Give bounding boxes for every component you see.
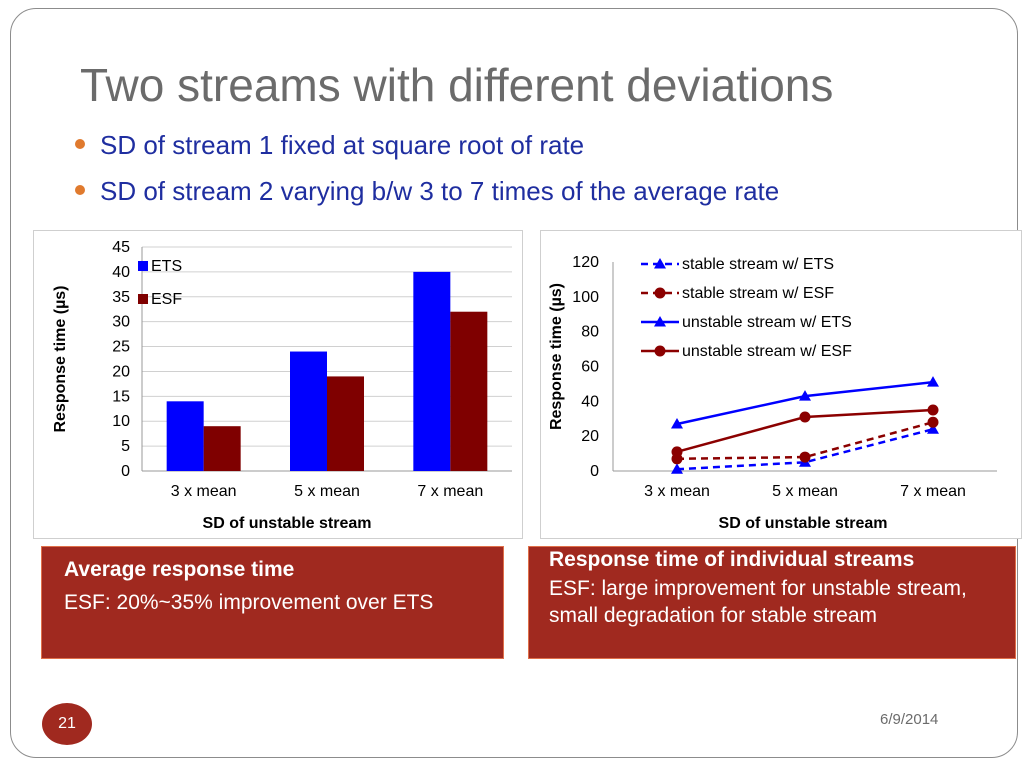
bullet-list: SD of stream 1 fixed at square root of r… xyxy=(75,125,779,217)
legend-swatch xyxy=(138,294,148,304)
individual-streams-panel: Response time of individual streams ESF:… xyxy=(528,546,1016,659)
slide-date: 6/9/2014 xyxy=(880,711,939,728)
x-tick-label: 7 x mean xyxy=(900,483,966,500)
data-point xyxy=(927,416,939,428)
series-line xyxy=(676,421,934,461)
data-point xyxy=(671,446,683,458)
data-point xyxy=(799,451,811,463)
y-tick-label: 80 xyxy=(581,324,599,341)
bar-ets xyxy=(166,401,204,471)
bullet-dot-icon xyxy=(75,185,85,195)
bar-ets xyxy=(413,271,451,471)
panel-text: ESF: 20%~35% improvement over ETS xyxy=(64,591,434,614)
legend-label: stable stream w/ ESF xyxy=(682,285,834,302)
data-point xyxy=(799,411,811,423)
y-tick-label: 0 xyxy=(121,463,130,480)
y-tick-label: 40 xyxy=(581,393,599,410)
average-response-panel: Average response time ESF: 20%~35% impro… xyxy=(41,546,504,659)
bar-chart: 0 5 10 15 20 25 30 35 40 45 3 x mean 5 x mean 7 x me… xyxy=(33,230,523,539)
y-axis-title: Response time (µs) xyxy=(548,283,565,430)
line-chart: 0 20 40 60 80 100 120 3 x mean 5 x mean 7 x mean S… xyxy=(540,230,1022,539)
legend-label: unstable stream w/ ESF xyxy=(682,343,852,360)
legend-label: stable stream w/ ETS xyxy=(682,256,834,273)
y-tick-label: 100 xyxy=(572,289,599,306)
data-point xyxy=(671,463,683,474)
bar-esf xyxy=(327,376,364,471)
bullet-text: SD of stream 1 fixed at square root of r… xyxy=(100,130,585,160)
x-tick-label: 3 x mean xyxy=(644,483,710,500)
y-tick-label: 20 xyxy=(112,363,130,380)
data-point xyxy=(927,376,939,387)
y-tick-label: 120 xyxy=(572,254,599,271)
legend-label: ESF xyxy=(151,291,182,308)
legend-marker xyxy=(654,287,666,299)
bar-ets xyxy=(290,351,327,471)
y-tick-label: 35 xyxy=(112,289,130,306)
x-axis-title: SD of unstable stream xyxy=(203,515,372,532)
panel-heading: Response time of individual streams xyxy=(549,548,915,571)
y-tick-label: 10 xyxy=(112,413,130,430)
y-tick-label: 20 xyxy=(581,428,599,445)
legend-marker xyxy=(654,345,666,357)
x-tick-label: 5 x mean xyxy=(294,483,360,500)
y-tick-label: 5 xyxy=(121,438,130,455)
bullet-text: SD of stream 2 varying b/w 3 to 7 times … xyxy=(100,176,780,206)
panel-text: ESF: large improvement for unstable stre… xyxy=(549,577,967,627)
x-tick-label: 7 x mean xyxy=(417,483,483,500)
x-tick-label: 5 x mean xyxy=(772,483,838,500)
data-point xyxy=(927,423,939,434)
legend-label: unstable stream w/ ETS xyxy=(682,314,852,331)
y-tick-label: 0 xyxy=(590,463,599,480)
y-tick-label: 25 xyxy=(112,339,130,356)
y-tick-label: 60 xyxy=(581,359,599,376)
data-point xyxy=(799,390,811,401)
bullet-item: SD of stream 1 fixed at square root of r… xyxy=(75,125,779,171)
legend-marker xyxy=(654,316,666,327)
bar-esf xyxy=(203,426,241,471)
y-axis-title: Response time (µs) xyxy=(52,285,69,432)
bar-esf xyxy=(450,311,488,471)
y-tick-label: 30 xyxy=(112,314,130,331)
legend-marker xyxy=(654,258,666,269)
bullet-item: SD of stream 2 varying b/w 3 to 7 times … xyxy=(75,171,779,217)
x-tick-label: 3 x mean xyxy=(171,483,237,500)
y-tick-label: 45 xyxy=(112,239,130,256)
panel-heading: Average response time xyxy=(64,558,295,581)
series-line xyxy=(676,427,934,471)
x-axis-title: SD of unstable stream xyxy=(719,515,888,532)
data-point xyxy=(927,404,939,416)
data-point xyxy=(671,417,683,429)
bullet-dot-icon xyxy=(75,139,85,149)
legend-swatch xyxy=(138,261,148,271)
y-tick-label: 15 xyxy=(112,388,130,405)
legend-label: ETS xyxy=(151,258,182,275)
line-chart-svg: 0 20 40 60 80 100 120 3 x mean 5 x mean 7 x mean S… xyxy=(548,254,997,532)
slide-number: 21 xyxy=(42,703,92,745)
bar-chart-svg: 0 5 10 15 20 25 30 35 40 45 3 x mean 5 x mean 7 x me… xyxy=(52,239,512,532)
slide-title: Two streams with different deviations xyxy=(80,59,834,111)
y-tick-label: 40 xyxy=(112,264,130,281)
